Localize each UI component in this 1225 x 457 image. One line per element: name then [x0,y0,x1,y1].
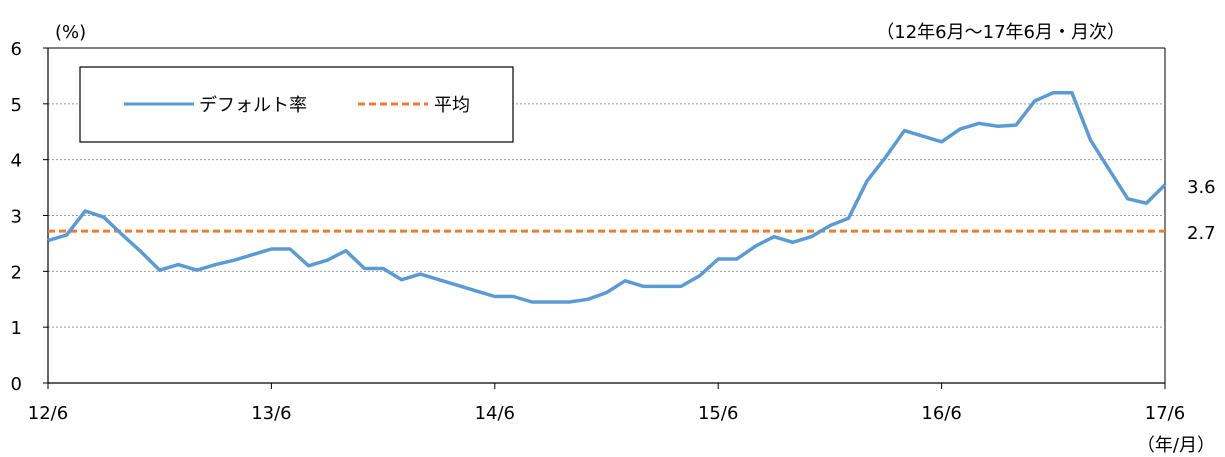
y-axis-unit-label: (%) [55,22,86,43]
x-tick-label: 17/6 [1145,403,1185,424]
end-label-average: 2.7 [1187,223,1216,244]
y-tick-label: 2 [11,262,22,283]
y-axis: 0 1 2 3 4 5 6 [11,39,49,395]
end-label-default-rate: 3.6 [1187,177,1216,198]
legend: デフォルト率 平均 [79,66,514,143]
y-tick-label: 0 [11,374,22,395]
y-tick-label: 3 [11,207,22,228]
x-tick-label: 13/6 [251,403,291,424]
y-tick-label: 4 [11,151,22,172]
series-line-default-rate [47,90,1167,304]
x-axis-unit-label: （年/月） [1137,435,1215,456]
end-labels: 3.6 2.7 [1187,177,1216,244]
y-tick-label: 1 [11,318,22,339]
x-tick-label: 15/6 [698,403,738,424]
legend-label-average: 平均 [434,95,470,116]
x-tick-label: 16/6 [921,403,961,424]
plot-lines [47,90,1167,304]
gridlines [48,47,1166,383]
x-axis: 12/6 13/6 14/6 15/6 16/6 17/6 [28,382,1185,424]
y-tick-label: 6 [11,39,22,60]
legend-label-default-rate: デフォルト率 [199,95,307,116]
y-tick-label: 5 [11,95,22,116]
x-tick-label: 14/6 [475,403,515,424]
period-note: （12年6月～17年6月・月次） [876,22,1125,43]
x-tick-label: 12/6 [28,403,68,424]
